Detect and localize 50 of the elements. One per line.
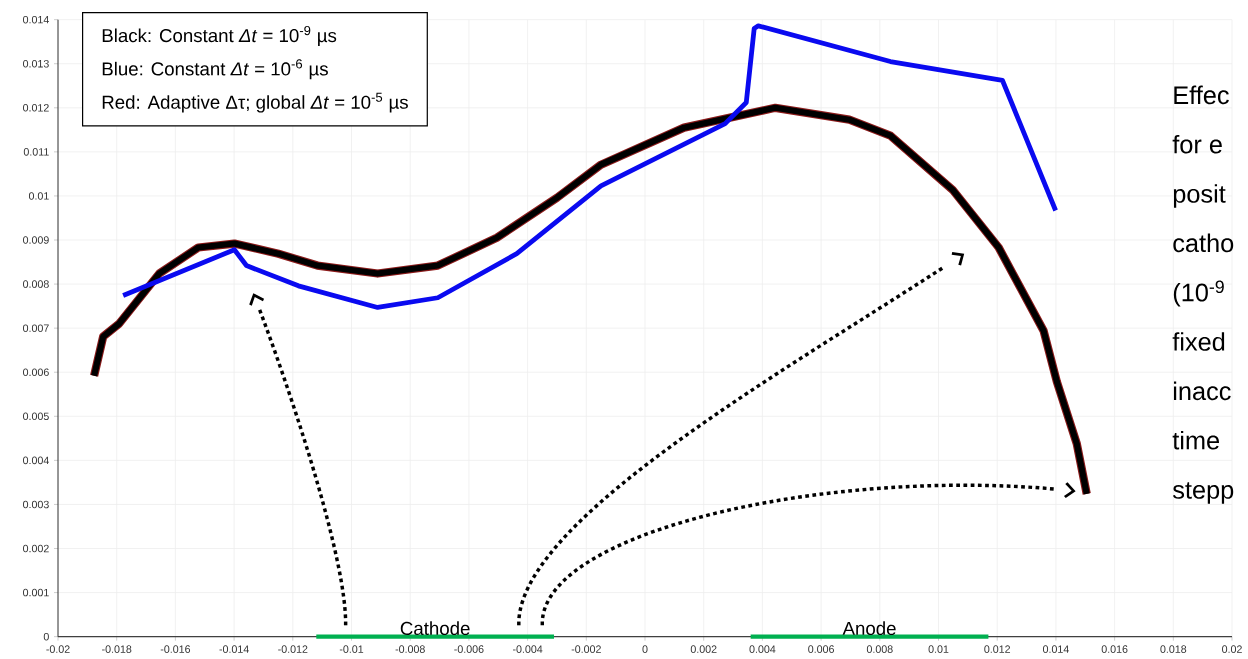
- x-tick-label: 0.006: [808, 645, 834, 654]
- y-tick-label: 0: [43, 633, 49, 641]
- y-tick-label: 0.01: [28, 192, 49, 200]
- y-tick-label: 0.013: [23, 60, 49, 68]
- x-tick-label: -0.018: [102, 645, 132, 654]
- x-tick-label: -0.002: [571, 645, 601, 654]
- annotation: posit: [1173, 184, 1226, 209]
- y-tick-label: 0.012: [23, 104, 49, 112]
- x-tick-label: 0.014: [1042, 645, 1069, 654]
- annotation: Red: Adaptive Δτ; global Δt = 10$^{-5}$ µs: [102, 92, 408, 113]
- x-tick-label: 0.012: [984, 645, 1011, 654]
- x-tick-label: -0.02: [46, 645, 70, 654]
- annotation: stepp: [1172, 482, 1234, 505]
- annotation: inacc: [1173, 381, 1231, 401]
- x-tick-label: 0: [642, 645, 648, 654]
- x-tick-label: -0.006: [454, 645, 484, 654]
- x-tick-label: 0.01: [928, 645, 949, 654]
- series-label: Anode: [842, 621, 896, 636]
- x-tick-label: 0.018: [1160, 645, 1187, 654]
- x-tick-label: -0.014: [219, 645, 249, 654]
- x-tick-label: -0.008: [395, 645, 425, 654]
- series-label: Cathode: [400, 621, 470, 636]
- annotation: time: [1172, 431, 1220, 450]
- x-tick-label: -0.004: [512, 645, 543, 654]
- annotation: (10$^{-9}$: [1173, 280, 1224, 307]
- annotation: catho: [1173, 233, 1234, 253]
- annotation: for e: [1172, 135, 1222, 154]
- x-tick-label: -0.01: [339, 645, 364, 654]
- annotation: Black: Constant Δt = 10$^{-9}$ µs: [102, 26, 337, 47]
- y-tick-label: 0.003: [23, 500, 49, 509]
- y-tick-label: 0.007: [23, 324, 49, 333]
- y-tick-label: 0.009: [23, 236, 49, 244]
- x-tick-label: 0.016: [1101, 645, 1128, 654]
- y-tick-label: 0.001: [23, 588, 49, 597]
- x-tick-label: 0.004: [749, 645, 776, 654]
- annotation: Blue: Constant Δt = 10$^{-6}$ µs: [102, 59, 328, 80]
- y-tick-label: 0.014: [23, 16, 49, 24]
- y-tick-label: 0.004: [23, 456, 49, 465]
- y-tick-label: 0.002: [23, 544, 49, 553]
- annotation: Effec: [1174, 85, 1229, 105]
- annotation: fixed: [1172, 332, 1225, 352]
- y-tick-label: 0.011: [23, 148, 49, 156]
- x-tick-label: 0.02: [1222, 645, 1242, 654]
- y-tick-label: 0.005: [23, 412, 49, 421]
- x-tick-label: 0.002: [690, 645, 717, 654]
- y-tick-label: 0.006: [23, 368, 49, 377]
- y-tick-label: 0.008: [23, 280, 49, 289]
- x-tick-label: -0.016: [160, 645, 191, 654]
- x-tick-label: 0.008: [866, 645, 893, 654]
- x-tick-label: -0.012: [278, 645, 308, 654]
